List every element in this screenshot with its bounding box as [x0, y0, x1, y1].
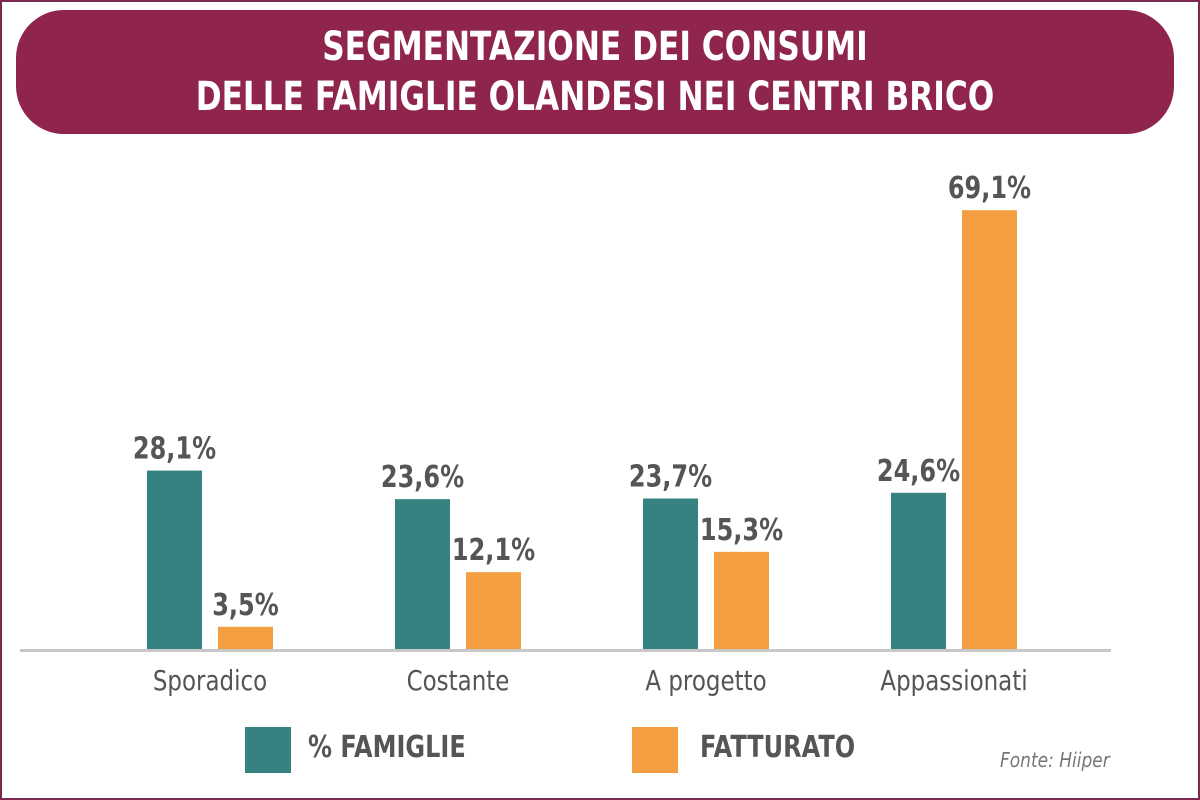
- x-tick-label-costante: Costante: [407, 665, 510, 698]
- bar-famiglie-appassionati: [891, 492, 946, 649]
- x-tick-label-sporadico: Sporadico: [153, 665, 267, 698]
- chart-title-line-1: SEGMENTAZIONE DEI CONSUMI: [322, 24, 868, 70]
- legend-swatch-fatturato: [632, 727, 678, 773]
- data-label-fatturato-a-progetto: 15,3%: [700, 513, 783, 547]
- data-label-famiglie-appassionati: 24,6%: [877, 454, 960, 488]
- legend-swatch-famiglie: [245, 727, 291, 773]
- data-label-famiglie-a-progetto: 23,7%: [629, 460, 712, 494]
- bar-fatturato-appassionati: [962, 210, 1017, 649]
- chart-title-line-2: DELLE FAMIGLIE OLANDESI NEI CENTRI BRICO: [195, 74, 995, 120]
- bar-famiglie-sporadico: [147, 470, 202, 649]
- legend-label-famiglie: % FAMIGLIE: [308, 730, 466, 765]
- source-note: Fonte: Hiiper: [1000, 748, 1110, 772]
- bar-famiglie-a-progetto: [643, 498, 698, 649]
- data-label-famiglie-sporadico: 28,1%: [133, 432, 216, 466]
- title-banner: SEGMENTAZIONE DEI CONSUMI DELLE FAMIGLIE…: [16, 10, 1174, 134]
- bar-fatturato-a-progetto: [714, 551, 769, 649]
- bar-famiglie-costante: [395, 499, 450, 649]
- x-tick-label-appassionati: Appassionati: [880, 665, 1027, 698]
- data-label-fatturato-costante: 12,1%: [452, 534, 535, 568]
- data-label-fatturato-appassionati: 69,1%: [948, 172, 1031, 206]
- x-tick-label-a-progetto: A progetto: [645, 665, 766, 698]
- bar-fatturato-sporadico: [218, 626, 273, 649]
- data-label-fatturato-sporadico: 3,5%: [212, 588, 279, 622]
- bar-fatturato-costante: [466, 572, 521, 649]
- data-label-famiglie-costante: 23,6%: [381, 461, 464, 495]
- legend-label-fatturato: FATTURATO: [700, 730, 856, 765]
